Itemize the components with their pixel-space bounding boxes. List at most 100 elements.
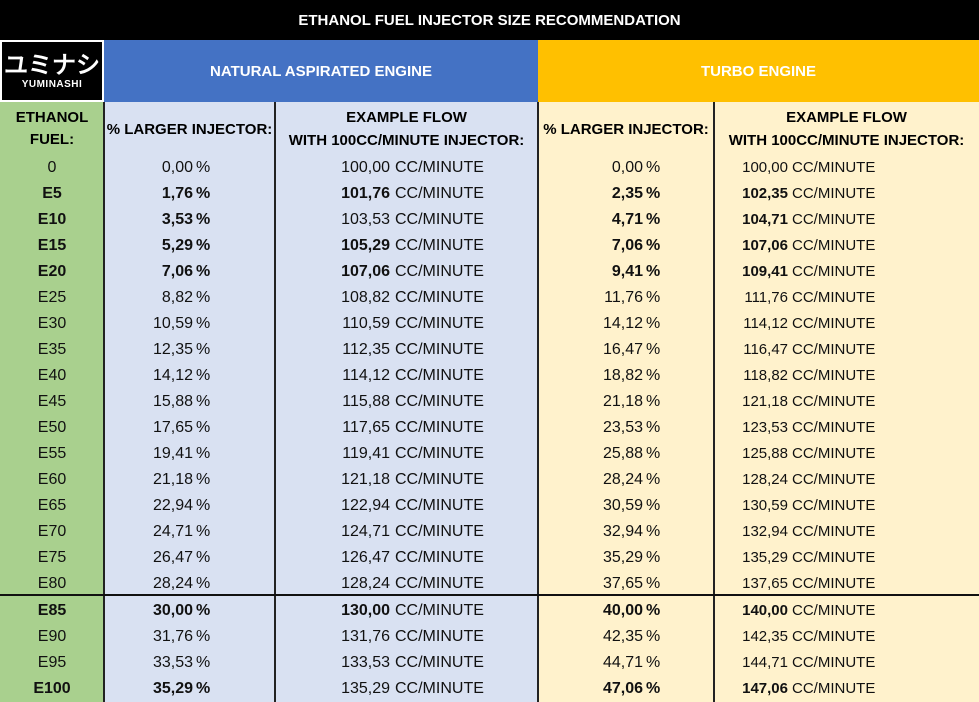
na-pct-unit: % xyxy=(196,471,211,488)
turbo-flow-header: EXAMPLE FLOW WITH 100CC/MINUTE INJECTOR: xyxy=(714,104,979,154)
turbo-flow-unit: CC/MINUTE xyxy=(792,289,876,306)
na-flow-unit: CC/MINUTE xyxy=(395,159,484,176)
turbo-flow-unit: CC/MINUTE xyxy=(792,237,876,254)
na-flow-unit: CC/MINUTE xyxy=(395,471,484,488)
na-pct: 26,47 xyxy=(152,549,193,566)
fuel-cell: 0 xyxy=(47,159,57,176)
turbo-flow-unit: CC/MINUTE xyxy=(792,185,876,202)
turbo-flow-unit: CC/MINUTE xyxy=(792,211,876,228)
na-pct-unit: % xyxy=(196,523,211,540)
turbo-pct: 2,35 xyxy=(611,185,643,202)
na-pct-unit: % xyxy=(196,445,211,462)
turbo-flow: 128,24 xyxy=(742,471,788,488)
turbo-pct: 16,47 xyxy=(602,341,643,358)
fuel-cell: E75 xyxy=(37,549,67,566)
fuel-cell: E5 xyxy=(42,185,62,202)
na-pct: 19,41 xyxy=(152,445,193,462)
turbo-group-header: TURBO ENGINE xyxy=(538,40,979,102)
turbo-flow-unit: CC/MINUTE xyxy=(792,497,876,514)
na-flow: 101,76 xyxy=(341,185,390,202)
fuel-cell: E15 xyxy=(37,237,67,254)
na-pct: 35,29 xyxy=(152,680,193,697)
turbo-flow-unit: CC/MINUTE xyxy=(792,471,876,488)
turbo-flow-unit: CC/MINUTE xyxy=(792,602,876,619)
turbo-pct: 40,00 xyxy=(602,602,643,619)
fuel-cell: E30 xyxy=(37,315,67,332)
title: ETHANOL FUEL INJECTOR SIZE RECOMMENDATIO… xyxy=(298,11,681,29)
turbo-pct-unit: % xyxy=(646,471,661,488)
turbo-flow-unit: CC/MINUTE xyxy=(792,680,876,697)
na-flow: 119,41 xyxy=(342,445,390,462)
turbo-pct: 28,24 xyxy=(602,471,643,488)
turbo-flow: 130,59 xyxy=(742,497,788,514)
turbo-group-title: TURBO ENGINE xyxy=(700,62,816,80)
fuel-cell: E70 xyxy=(37,523,67,540)
na-flow-unit: CC/MINUTE xyxy=(395,185,484,202)
turbo-flow-unit: CC/MINUTE xyxy=(792,393,876,410)
na-pct: 10,59 xyxy=(152,315,193,332)
turbo-pct: 0,00 xyxy=(611,159,643,176)
na-flow-unit: CC/MINUTE xyxy=(395,602,484,619)
na-group-title: NATURAL ASPIRATED ENGINE xyxy=(210,62,432,80)
na-pct: 7,06 xyxy=(161,263,193,280)
na-flow-unit: CC/MINUTE xyxy=(395,445,484,462)
turbo-pct: 25,88 xyxy=(602,445,643,462)
turbo-flow: 107,06 xyxy=(742,237,788,254)
na-flow-unit: CC/MINUTE xyxy=(395,419,484,436)
na-flow-unit: CC/MINUTE xyxy=(395,211,484,228)
na-flow: 130,00 xyxy=(341,602,390,619)
na-pct: 28,24 xyxy=(152,575,193,592)
na-flow: 114,12 xyxy=(342,367,390,384)
turbo-pct-unit: % xyxy=(646,237,661,254)
fuel-cell: E90 xyxy=(37,628,67,645)
fuel-cell: E60 xyxy=(37,471,67,488)
na-pct-unit: % xyxy=(196,289,211,306)
turbo-pct-unit: % xyxy=(646,211,661,228)
turbo-pct-unit: % xyxy=(646,263,661,280)
turbo-pct: 30,59 xyxy=(602,497,643,514)
fuel-cell: E100 xyxy=(33,680,71,697)
na-flow-unit: CC/MINUTE xyxy=(395,628,484,645)
divider xyxy=(274,102,276,702)
na-pct-unit: % xyxy=(196,575,211,592)
logo-kana: ユミナシ xyxy=(4,51,100,79)
turbo-flow: 121,18 xyxy=(742,393,788,410)
turbo-pct-unit: % xyxy=(646,445,661,462)
turbo-pct-unit: % xyxy=(646,497,661,514)
fuel-cell: E25 xyxy=(37,289,67,306)
turbo-flow-unit: CC/MINUTE xyxy=(792,549,876,566)
turbo-pct: 4,71 xyxy=(611,211,643,228)
turbo-flow: 144,71 xyxy=(742,654,788,671)
na-flow-unit: CC/MINUTE xyxy=(395,341,484,358)
na-flow: 131,76 xyxy=(341,628,390,645)
na-flow: 112,35 xyxy=(342,341,390,358)
na-pct-unit: % xyxy=(196,602,211,619)
fuel-cell: E95 xyxy=(37,654,67,671)
turbo-pct: 11,76 xyxy=(604,289,643,306)
fuel-cell: E10 xyxy=(37,211,67,228)
na-pct-unit: % xyxy=(196,549,211,566)
turbo-pct-unit: % xyxy=(646,289,661,306)
e85-separator xyxy=(0,594,979,596)
na-pct-unit: % xyxy=(196,419,211,436)
na-column-bg xyxy=(104,102,538,702)
na-pct: 22,94 xyxy=(152,497,193,514)
na-pct: 0,00 xyxy=(161,159,193,176)
turbo-pct: 44,71 xyxy=(602,654,643,671)
na-flow-unit: CC/MINUTE xyxy=(395,289,484,306)
fuel-cell: E65 xyxy=(37,497,67,514)
turbo-pct-unit: % xyxy=(646,159,661,176)
na-flow: 107,06 xyxy=(341,263,390,280)
turbo-pct: 18,82 xyxy=(602,367,643,384)
na-flow-unit: CC/MINUTE xyxy=(395,549,484,566)
turbo-pct: 21,18 xyxy=(602,393,643,410)
na-flow: 133,53 xyxy=(341,654,390,671)
na-pct: 33,53 xyxy=(152,654,193,671)
na-flow: 128,24 xyxy=(341,575,390,592)
na-pct: 21,18 xyxy=(152,471,193,488)
turbo-pct: 9,41 xyxy=(611,263,643,280)
na-flow-header-2: WITH 100CC/MINUTE INJECTOR: xyxy=(288,132,525,149)
na-pct-unit: % xyxy=(196,367,211,384)
turbo-pct-unit: % xyxy=(646,315,661,332)
